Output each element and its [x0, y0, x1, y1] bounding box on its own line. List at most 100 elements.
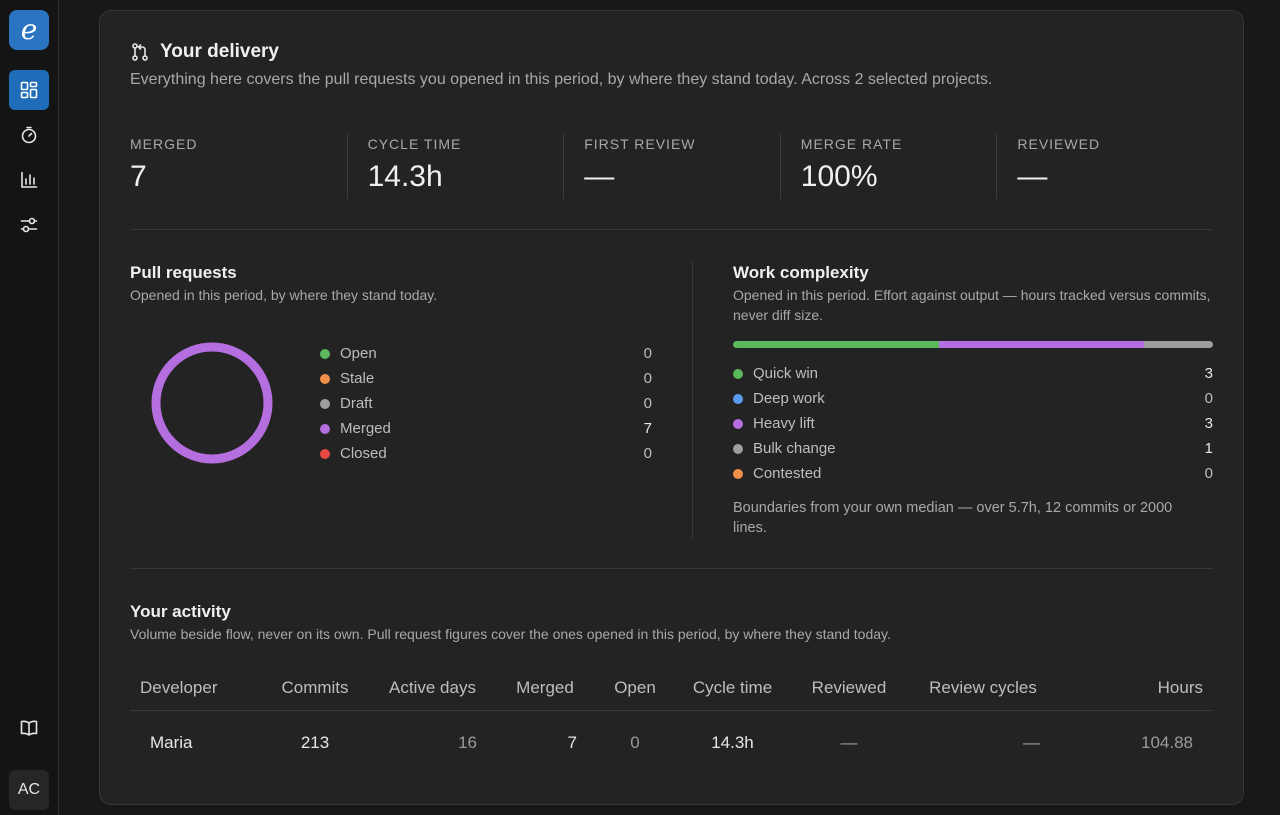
- legend-label: Bulk change: [753, 440, 836, 457]
- stopwatch-icon: [21, 126, 37, 144]
- legend-count: 3: [1204, 365, 1213, 382]
- pull-requests-donut-chart: [151, 342, 273, 464]
- stats-row: MERGED 7 CYCLE TIME 14.3h FIRST REVIEW —…: [130, 133, 1213, 199]
- legend-dot: [733, 368, 743, 379]
- delivery-title: Your delivery: [160, 41, 279, 62]
- legend-label: Heavy lift: [753, 415, 815, 432]
- pull-requests-subtitle: Opened in this period, by where they sta…: [130, 287, 438, 303]
- table-row[interactable]: Maria 213 16 7 0 14.3h — — 104.88: [130, 710, 1213, 776]
- stat-value: 100%: [800, 160, 878, 193]
- work-complexity-title: Work complexity: [733, 263, 869, 282]
- nav-settings-button[interactable]: [9, 205, 49, 245]
- legend-dot: [320, 348, 330, 359]
- column-header-open[interactable]: Open: [595, 666, 675, 711]
- cell-hours: 104.88: [1141, 733, 1193, 753]
- sliders-icon: [20, 217, 38, 233]
- cell-cycle-time: 14.3h: [711, 733, 754, 753]
- legend-item-bulk-change: Bulk change 1: [733, 436, 1213, 461]
- legend-label: Merged: [340, 420, 391, 437]
- app-logo[interactable]: e: [9, 10, 49, 50]
- legend-label: Quick win: [753, 365, 819, 382]
- nav-timer-button[interactable]: [9, 115, 49, 155]
- work-complexity-subtitle: Opened in this period. Effort against ou…: [733, 287, 1211, 323]
- legend-dot: [320, 423, 330, 434]
- legend-dot: [733, 468, 743, 479]
- stat-value: 7: [130, 160, 147, 193]
- user-avatar[interactable]: AC: [9, 770, 49, 810]
- nav-reports-button[interactable]: [9, 160, 49, 200]
- cell-reviewed: —: [840, 733, 858, 753]
- legend-item-deep-work: Deep work 0: [733, 386, 1213, 411]
- legend-item-contested: Contested 0: [733, 461, 1213, 486]
- legend-count: 0: [643, 395, 652, 412]
- stat-label: MERGE RATE: [800, 136, 903, 152]
- legend-label: Deep work: [753, 390, 825, 407]
- stat-label: REVIEWED: [1017, 136, 1101, 152]
- bar-segment-bulk-change: [1144, 341, 1213, 348]
- legend-item-closed: Closed 0: [320, 441, 652, 466]
- column-header-merged[interactable]: Merged: [495, 666, 595, 711]
- pull-requests-legend: Open 0 Stale 0 Draft 0 Merged 7 Closed 0: [320, 341, 652, 466]
- bar-segment-quick-win: [733, 341, 939, 348]
- stat-merge-rate: MERGE RATE 100%: [779, 133, 997, 199]
- legend-count: 0: [1204, 390, 1213, 407]
- column-header-developer[interactable]: Developer: [130, 666, 260, 711]
- legend-dot: [320, 448, 330, 459]
- legend-count: 0: [1204, 465, 1213, 482]
- legend-dot: [733, 393, 743, 404]
- column-header-commits[interactable]: Commits: [260, 666, 370, 711]
- cell-active-days: 16: [458, 733, 477, 753]
- donut-segment-merged: [151, 342, 273, 464]
- legend-count: 0: [643, 445, 652, 462]
- stat-merged: MERGED 7: [130, 133, 347, 199]
- divider: [130, 229, 1213, 230]
- column-header-reviewed[interactable]: Reviewed: [790, 666, 908, 711]
- stat-label: CYCLE TIME: [367, 136, 462, 152]
- column-header-cycle-time[interactable]: Cycle time: [675, 666, 790, 711]
- vertical-divider: [692, 261, 693, 539]
- legend-item-heavy-lift: Heavy lift 3: [733, 411, 1213, 436]
- stat-cycle-time: CYCLE TIME 14.3h: [346, 133, 564, 199]
- column-header-hours[interactable]: Hours: [1058, 666, 1213, 711]
- column-header-review-cycles[interactable]: Review cycles: [908, 666, 1058, 711]
- legend-dot: [733, 418, 743, 429]
- stat-reviewed: REVIEWED —: [996, 133, 1213, 199]
- dashboard-icon: [20, 81, 38, 99]
- activity-title: Your activity: [130, 602, 231, 621]
- sidebar: e: [0, 0, 59, 815]
- legend-label: Contested: [753, 465, 822, 482]
- legend-item-open: Open 0: [320, 341, 652, 366]
- stat-value: 14.3h: [367, 160, 443, 193]
- legend-dot: [320, 398, 330, 409]
- legend-item-quick-win: Quick win 3: [733, 361, 1213, 386]
- legend-item-draft: Draft 0: [320, 391, 652, 416]
- bar-segment-heavy-lift: [938, 341, 1145, 348]
- legend-label: Closed: [340, 445, 387, 462]
- legend-count: 7: [643, 420, 652, 437]
- nav-dashboard-button[interactable]: [9, 70, 49, 110]
- git-pull-request-icon: [132, 43, 148, 61]
- cell-developer: Maria: [150, 733, 193, 753]
- book-icon: [20, 720, 38, 736]
- stat-label: MERGED: [130, 136, 198, 152]
- legend-label: Open: [340, 345, 377, 362]
- work-complexity-legend: Quick win 3 Deep work 0 Heavy lift 3 Bul…: [733, 361, 1213, 486]
- cell-merged: 7: [567, 733, 577, 753]
- activity-subtitle: Volume beside flow, never on its own. Pu…: [130, 626, 891, 642]
- column-header-active-days[interactable]: Active days: [370, 666, 495, 711]
- legend-count: 1: [1204, 440, 1213, 457]
- legend-count: 3: [1204, 415, 1213, 432]
- nav-docs-button[interactable]: [9, 708, 49, 748]
- cell-review-cycles: —: [1023, 733, 1040, 753]
- activity-table: Developer Commits Active days Merged Ope…: [130, 666, 1213, 776]
- legend-dot: [733, 443, 743, 454]
- work-complexity-note: Boundaries from your own median — over 5…: [733, 500, 1173, 536]
- legend-item-merged: Merged 7: [320, 416, 652, 441]
- work-complexity-bar: [733, 341, 1213, 348]
- pull-requests-title: Pull requests: [130, 263, 237, 282]
- cell-commits: 213: [300, 733, 330, 753]
- stat-first-review: FIRST REVIEW —: [563, 133, 780, 199]
- legend-item-stale: Stale 0: [320, 366, 652, 391]
- legend-count: 0: [643, 370, 652, 387]
- delivery-subtitle: Everything here covers the pull requests…: [130, 71, 993, 88]
